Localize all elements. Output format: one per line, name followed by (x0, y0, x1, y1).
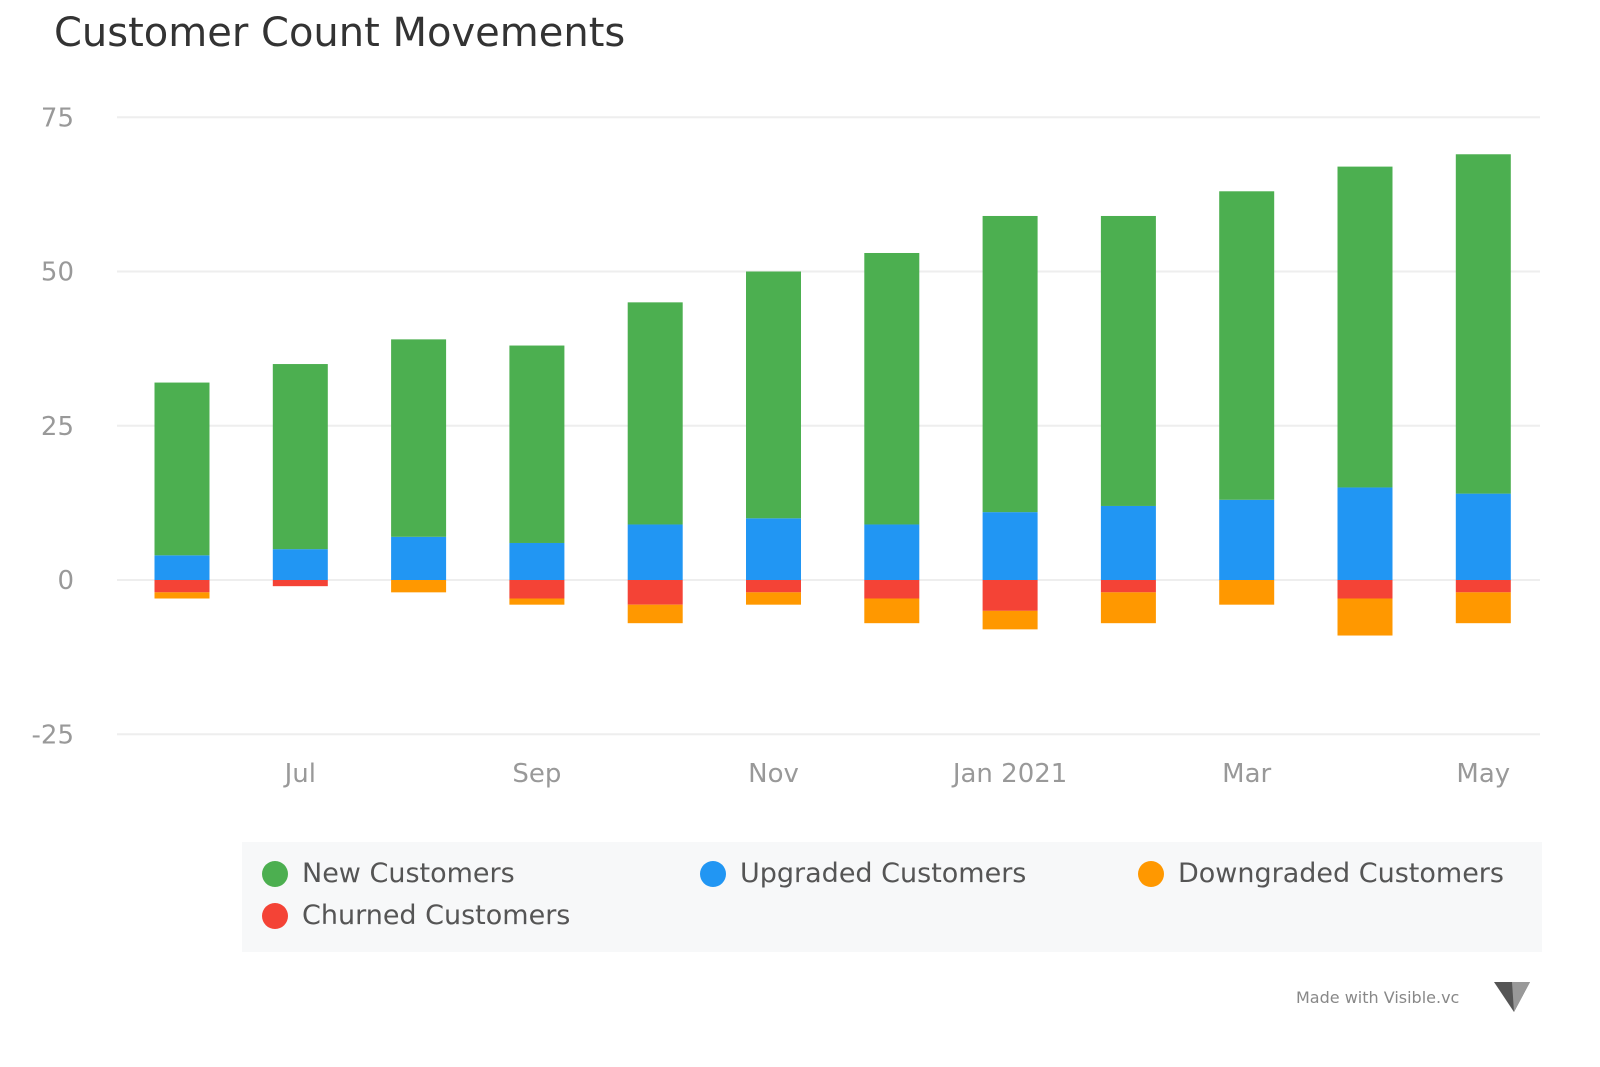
bar-downgraded-customers (746, 592, 801, 605)
x-tick-label: Jul (283, 759, 316, 789)
legend-item-downgraded[interactable]: Downgraded Customers (1138, 858, 1504, 889)
legend-dot-icon (262, 860, 288, 887)
bar-churned-customers (1100, 580, 1156, 593)
legend-label: Churned Customers (302, 900, 571, 931)
bar-downgraded-customers (1455, 592, 1511, 624)
bar-new-customers (1219, 191, 1275, 500)
x-tick-label: Nov (748, 759, 799, 789)
bar-churned-customers (154, 580, 210, 593)
bar-new-customers (746, 271, 801, 519)
bar-churned-customers (272, 580, 328, 587)
bar-upgraded-customers (1100, 505, 1156, 580)
bar-churned-customers (864, 580, 920, 599)
y-tick-label: -25 (32, 720, 74, 750)
bar-new-customers (1100, 215, 1156, 506)
y-tick-label: 25 (41, 412, 74, 442)
bar-upgraded-customers (627, 524, 683, 580)
bar-new-customers (1337, 166, 1393, 488)
bar-upgraded-customers (272, 549, 328, 580)
bar-downgraded-customers (1100, 592, 1156, 624)
bar-upgraded-customers (391, 536, 447, 580)
legend-item-new[interactable]: New Customers (262, 858, 515, 889)
legend-dot-icon (1138, 860, 1164, 887)
bar-churned-customers (746, 580, 801, 593)
bar-new-customers (509, 345, 565, 543)
y-tick-label: 0 (57, 566, 74, 596)
bar-upgraded-customers (1219, 499, 1275, 580)
bar-churned-customers (1337, 580, 1393, 599)
bar-new-customers (1455, 154, 1511, 494)
bar-upgraded-customers (982, 512, 1038, 580)
bar-downgraded-customers (509, 598, 565, 605)
bar-new-customers (272, 364, 328, 550)
legend-dot-icon (262, 902, 288, 929)
legend-label: New Customers (302, 858, 515, 889)
chart-title: Customer Count Movements (54, 10, 626, 56)
bar-new-customers (391, 339, 447, 537)
legend: New Customers Upgraded Customers Downgra… (242, 842, 1542, 952)
credit-text[interactable]: Made with Visible.vc (1296, 988, 1460, 1007)
x-tick-label: Jan 2021 (951, 759, 1068, 789)
y-tick-label: 75 (41, 103, 74, 133)
legend-label: Upgraded Customers (740, 858, 1027, 889)
bar-churned-customers (1455, 580, 1511, 593)
bar-upgraded-customers (1455, 493, 1511, 580)
x-tick-label: Sep (512, 759, 561, 789)
x-tick-label: Mar (1222, 759, 1271, 789)
x-tick-label: May (1456, 759, 1510, 789)
bar-downgraded-customers (1219, 580, 1275, 605)
bar-upgraded-customers (864, 524, 920, 580)
bar-upgraded-customers (154, 555, 210, 580)
bar-downgraded-customers (1337, 598, 1393, 636)
bar-new-customers (627, 302, 683, 525)
bar-new-customers (982, 215, 1038, 513)
bar-downgraded-customers (391, 580, 447, 593)
bar-new-customers (154, 382, 210, 556)
bar-churned-customers (627, 580, 683, 605)
legend-item-upgraded[interactable]: Upgraded Customers (700, 858, 1026, 889)
bar-upgraded-customers (1337, 487, 1393, 580)
bar-churned-customers (509, 580, 565, 599)
bar-churned-customers (982, 580, 1038, 611)
legend-label: Downgraded Customers (1178, 858, 1504, 889)
y-tick-label: 50 (41, 258, 74, 288)
bar-upgraded-customers (509, 542, 565, 580)
bar-downgraded-customers (154, 592, 210, 599)
bar-new-customers (864, 252, 920, 525)
bar-downgraded-customers (982, 610, 1038, 630)
chart-plot: 75 50 25 0 -25 Jul Sep Nov Jan 2021 Mar May (32, 103, 1540, 789)
legend-item-churned[interactable]: Churned Customers (262, 900, 570, 931)
legend-dot-icon (700, 860, 726, 887)
bar-downgraded-customers (627, 604, 683, 624)
bar-downgraded-customers (864, 598, 920, 624)
bar-upgraded-customers (746, 518, 801, 580)
visible-logo-icon (1494, 982, 1530, 1012)
